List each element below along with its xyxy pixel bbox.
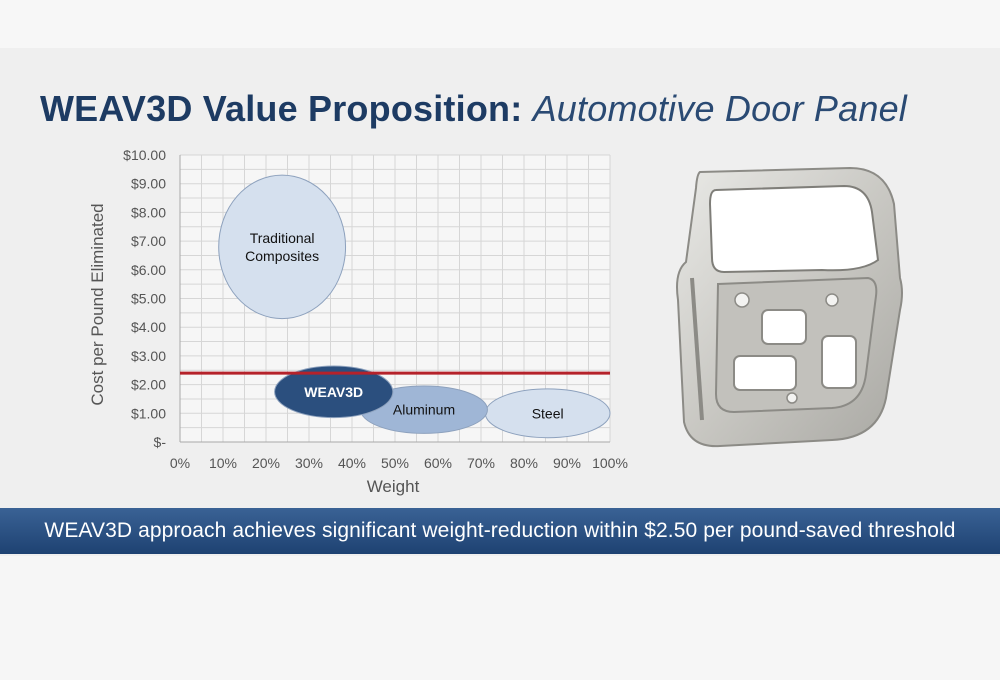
x-axis-label: Weight: [367, 477, 420, 496]
bubble-label-aluminum: Aluminum: [393, 402, 455, 418]
y-tick-label: $5.00: [131, 291, 166, 307]
y-axis-label: Cost per Pound Eliminated: [88, 203, 107, 405]
bubble-chart: $- $1.00 $2.00 $3.00 $4.00 $5.00 $6.00 $7.00 $8.…: [88, 147, 628, 496]
x-tick-label: 70%: [467, 455, 495, 471]
x-tick-label: 20%: [252, 455, 280, 471]
y-tick-label: $7.00: [131, 233, 166, 249]
y-tick-label: $3.00: [131, 348, 166, 364]
banner-text: WEAV3D approach achieves significant wei…: [44, 519, 956, 542]
banner: WEAV3D approach achieves significant wei…: [0, 508, 1000, 554]
y-tick-label: $-: [154, 434, 167, 450]
x-tick-label: 90%: [553, 455, 581, 471]
door-panel-image: [676, 166, 903, 448]
bubble-traditional-composites: [218, 174, 347, 320]
x-tick-label: 30%: [295, 455, 323, 471]
bottom-band: [0, 556, 1000, 680]
y-tick-label: $6.00: [131, 262, 166, 278]
slide-title: WEAV3D Value Proposition: Automotive Doo…: [40, 88, 907, 130]
bubble-label-steel: Steel: [532, 405, 564, 421]
x-tick-label: 100%: [592, 455, 628, 471]
x-tick-label: 50%: [381, 455, 409, 471]
y-tick-label: $10.00: [123, 147, 166, 163]
title-bold: WEAV3D Value Proposition:: [40, 88, 523, 129]
x-tick-label: 80%: [510, 455, 538, 471]
x-tick-label: 10%: [209, 455, 237, 471]
x-tick-label: 40%: [338, 455, 366, 471]
y-tick-label: $8.00: [131, 204, 166, 220]
top-band: [0, 0, 1000, 48]
title-italic: Automotive Door Panel: [532, 88, 907, 129]
bubble-label-traditional-composites: Composites: [245, 248, 319, 264]
y-tick-label: $4.00: [131, 319, 166, 335]
y-tick-label: $1.00: [131, 405, 166, 421]
bubble-label-weav3d: WEAV3D: [304, 384, 363, 400]
x-tick-label: 60%: [424, 455, 452, 471]
y-tick-label: $2.00: [131, 377, 166, 393]
y-tick-label: $9.00: [131, 176, 166, 192]
x-tick-label: 0%: [170, 455, 190, 471]
bubble-weav3d: [274, 365, 394, 419]
bubble-label-traditional-composites: Traditional: [250, 230, 315, 246]
